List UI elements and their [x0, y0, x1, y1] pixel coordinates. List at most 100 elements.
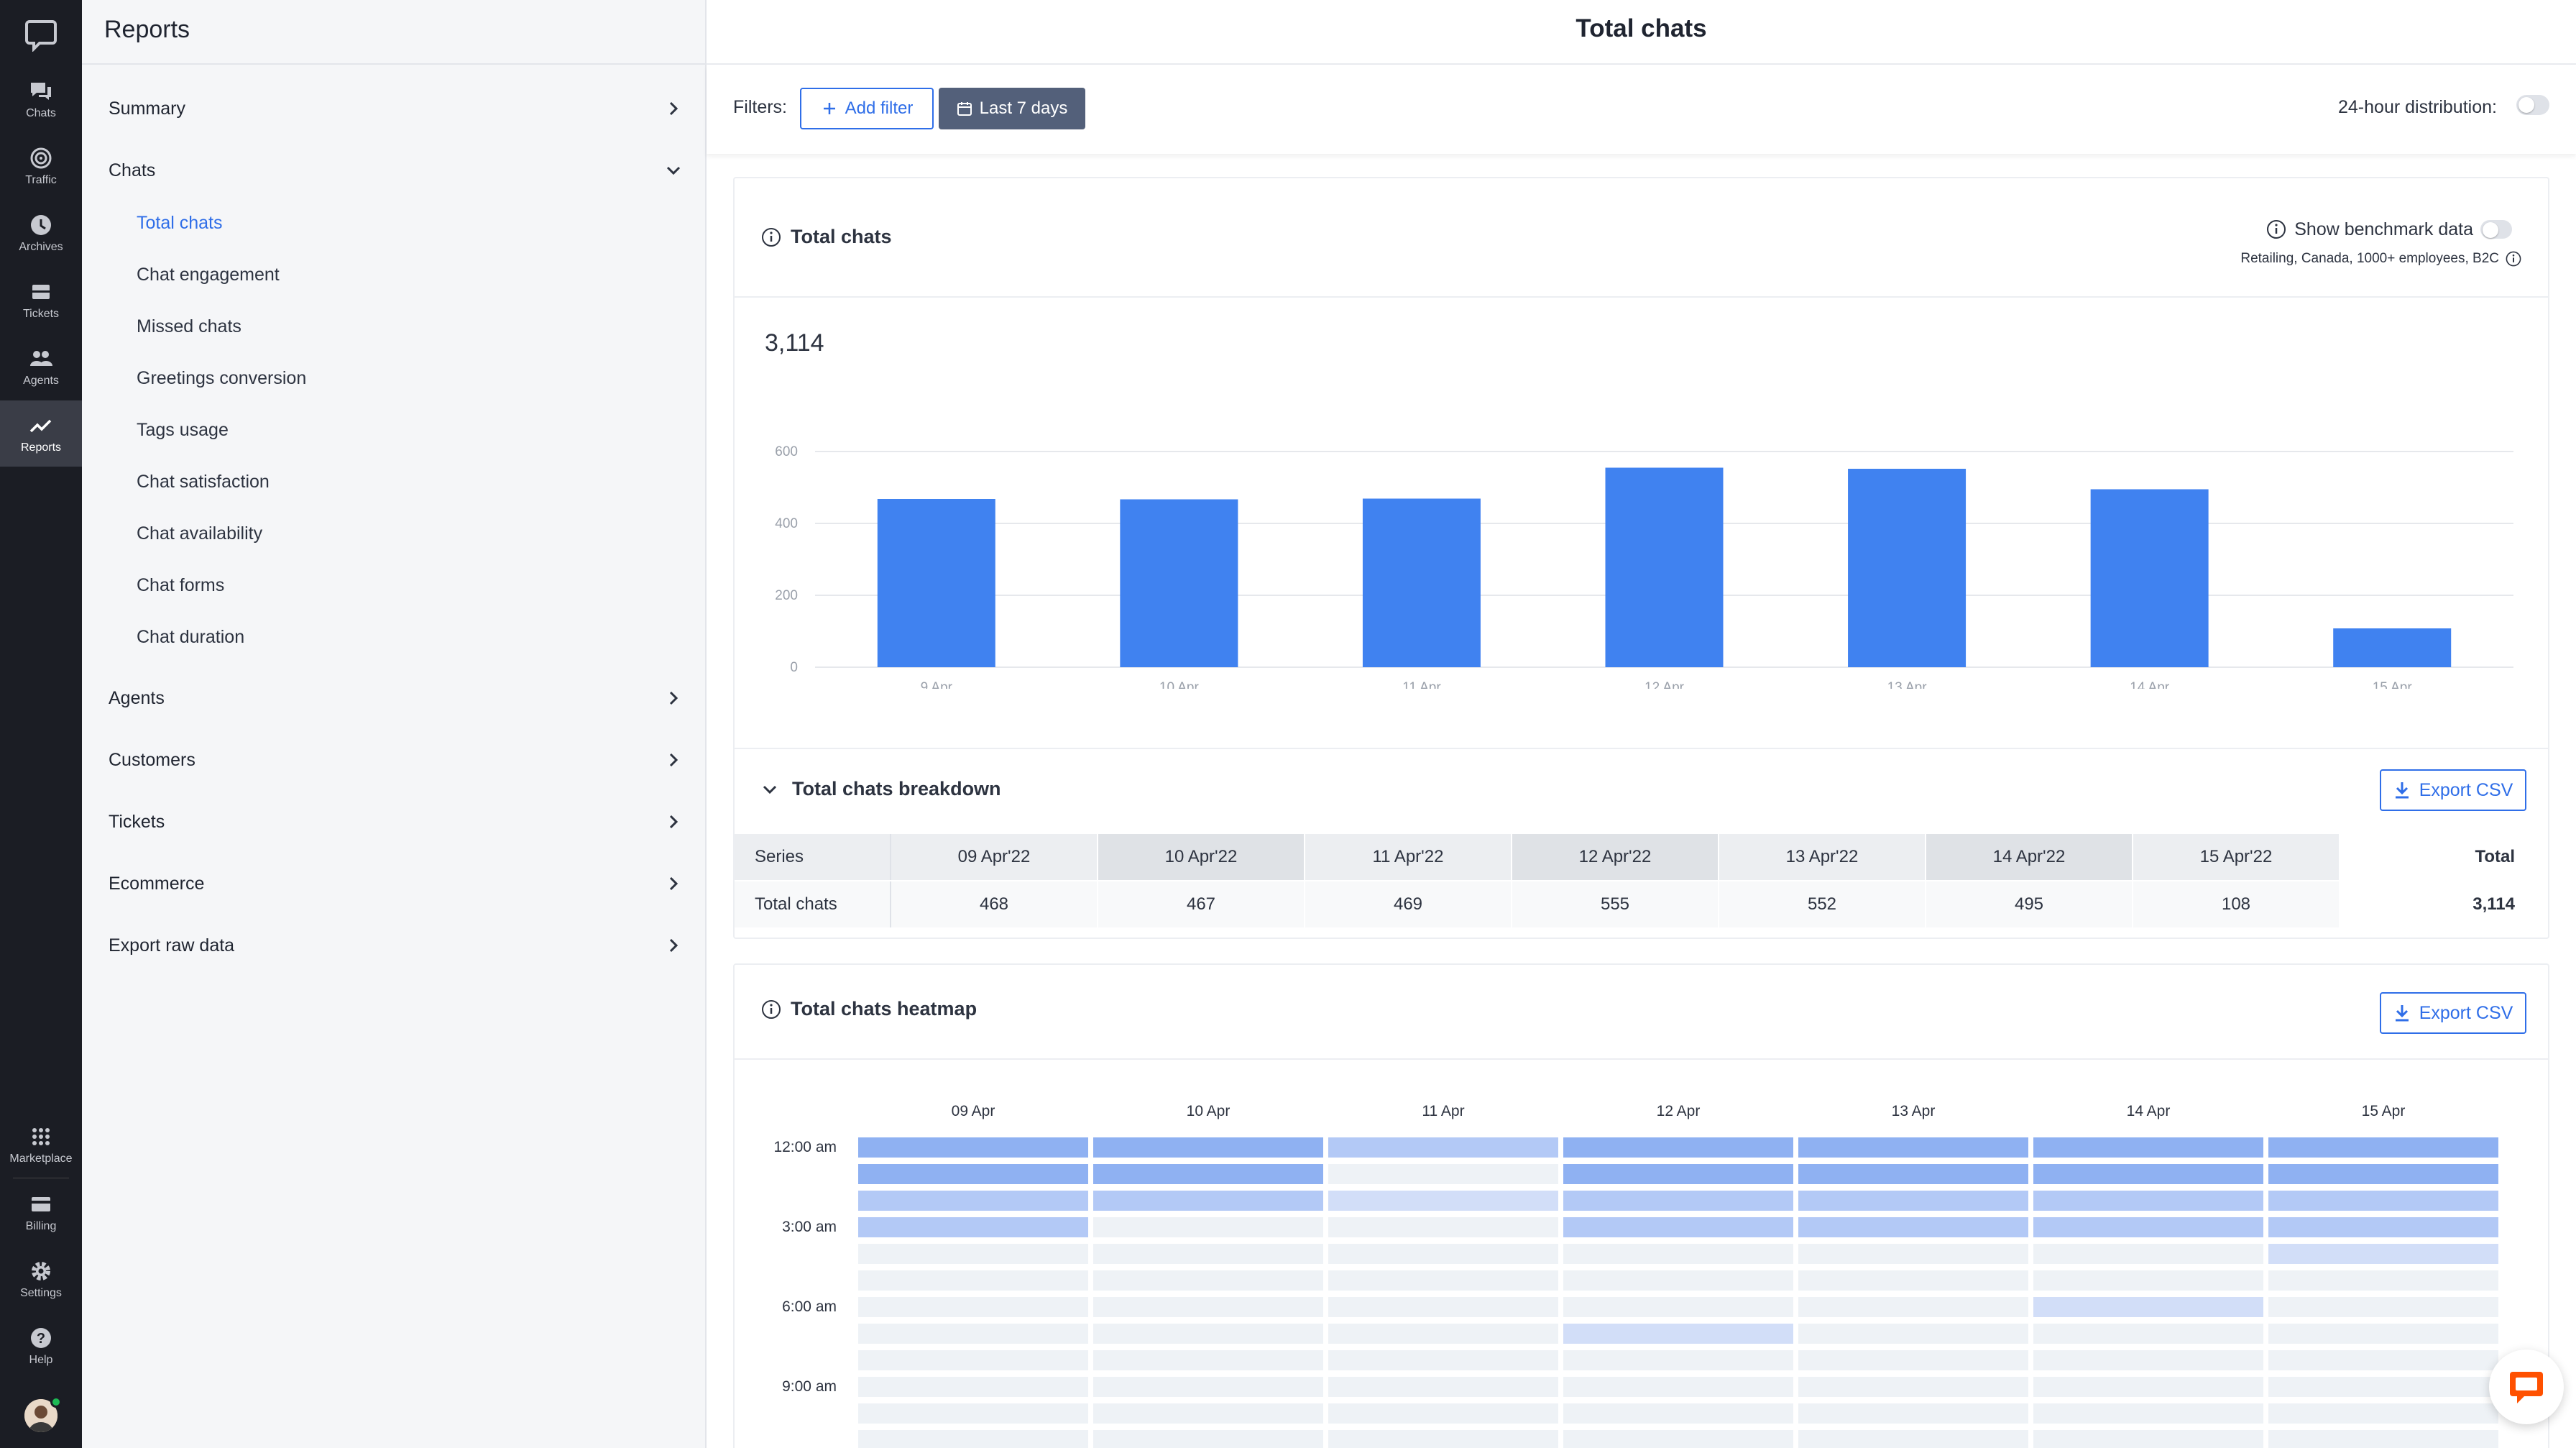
heatmap-cell[interactable] [1328, 1217, 1558, 1237]
bar[interactable] [2333, 628, 2452, 667]
heatmap-cell[interactable] [2033, 1164, 2263, 1184]
bar[interactable] [1605, 467, 1724, 668]
heatmap-cell[interactable] [858, 1164, 1088, 1184]
nav-item-tags-usage[interactable]: Tags usage [137, 420, 229, 440]
heatmap-cell[interactable] [2268, 1217, 2498, 1237]
heatmap-cell[interactable] [1798, 1377, 2028, 1397]
heatmap-cell[interactable] [858, 1350, 1088, 1370]
heatmap-cell[interactable] [1328, 1191, 1558, 1211]
export-csv-button[interactable]: Export CSV [2380, 992, 2526, 1034]
heatmap-cell[interactable] [1093, 1430, 1323, 1448]
distribution-toggle[interactable] [2516, 95, 2549, 115]
nav-group-summary[interactable]: Summary [109, 87, 684, 130]
heatmap-cell[interactable] [858, 1324, 1088, 1344]
nav-group-chats[interactable]: Chats [109, 149, 684, 192]
heatmap-cell[interactable] [2268, 1430, 2498, 1448]
nav-group-export-raw-data[interactable]: Export raw data [109, 924, 684, 967]
heatmap-cell[interactable] [1328, 1430, 1558, 1448]
heatmap-cell[interactable] [2268, 1324, 2498, 1344]
rail-item-reports[interactable]: Reports [0, 400, 82, 467]
heatmap-cell[interactable] [2033, 1270, 2263, 1291]
heatmap-cell[interactable] [1798, 1164, 2028, 1184]
heatmap-cell[interactable] [1328, 1403, 1558, 1424]
info-icon[interactable] [2505, 250, 2522, 267]
heatmap-cell[interactable] [1093, 1244, 1323, 1264]
heatmap-cell[interactable] [1798, 1324, 2028, 1344]
heatmap-cell[interactable] [858, 1297, 1088, 1317]
heatmap-cell[interactable] [1563, 1244, 1793, 1264]
info-icon[interactable] [760, 226, 782, 248]
heatmap-cell[interactable] [1563, 1217, 1793, 1237]
heatmap-cell[interactable] [1798, 1350, 2028, 1370]
heatmap-cell[interactable] [1563, 1350, 1793, 1370]
breakdown-toggle[interactable]: Total chats breakdown [760, 778, 1001, 800]
bar[interactable] [2090, 489, 2209, 668]
heatmap-cell[interactable] [2033, 1297, 2263, 1317]
rail-item-traffic[interactable]: Traffic [0, 133, 82, 199]
nav-item-chat-duration[interactable]: Chat duration [137, 627, 245, 647]
heatmap-cell[interactable] [1798, 1430, 2028, 1448]
bar[interactable] [1362, 498, 1481, 668]
heatmap-cell[interactable] [2033, 1217, 2263, 1237]
heatmap-cell[interactable] [858, 1270, 1088, 1291]
rail-item-agents[interactable]: Agents [0, 334, 82, 400]
heatmap-cell[interactable] [1093, 1324, 1323, 1344]
heatmap-cell[interactable] [858, 1403, 1088, 1424]
heatmap-cell[interactable] [858, 1191, 1088, 1211]
bar[interactable] [1120, 499, 1238, 668]
heatmap-cell[interactable] [858, 1217, 1088, 1237]
heatmap-cell[interactable] [1328, 1297, 1558, 1317]
heatmap-cell[interactable] [1563, 1137, 1793, 1158]
heatmap-cell[interactable] [2033, 1137, 2263, 1158]
heatmap-cell[interactable] [2033, 1377, 2263, 1397]
heatmap-cell[interactable] [2268, 1350, 2498, 1370]
heatmap-cell[interactable] [2033, 1430, 2263, 1448]
nav-group-tickets[interactable]: Tickets [109, 800, 684, 843]
heatmap-cell[interactable] [2268, 1244, 2498, 1264]
heatmap-cell[interactable] [1093, 1270, 1323, 1291]
heatmap-cell[interactable] [858, 1430, 1088, 1448]
nav-item-chat-forms[interactable]: Chat forms [137, 575, 225, 595]
heatmap-cell[interactable] [1798, 1297, 2028, 1317]
heatmap-cell[interactable] [1798, 1191, 2028, 1211]
heatmap-cell[interactable] [858, 1377, 1088, 1397]
heatmap-cell[interactable] [1328, 1377, 1558, 1397]
export-csv-button[interactable]: Export CSV [2380, 769, 2526, 811]
info-icon[interactable] [760, 999, 782, 1020]
heatmap-cell[interactable] [1563, 1297, 1793, 1317]
heatmap-cell[interactable] [2268, 1137, 2498, 1158]
heatmap-cell[interactable] [2268, 1270, 2498, 1291]
rail-item-help[interactable]: ? Help [0, 1313, 82, 1379]
heatmap-cell[interactable] [1798, 1137, 2028, 1158]
heatmap-cell[interactable] [1328, 1164, 1558, 1184]
nav-group-ecommerce[interactable]: Ecommerce [109, 862, 684, 905]
nav-item-chat-satisfaction[interactable]: Chat satisfaction [137, 472, 270, 492]
heatmap-cell[interactable] [1328, 1324, 1558, 1344]
rail-item-settings[interactable]: Settings [0, 1246, 82, 1312]
nav-item-total-chats[interactable]: Total chats [137, 213, 223, 233]
heatmap-cell[interactable] [2033, 1244, 2263, 1264]
heatmap-cell[interactable] [1563, 1403, 1793, 1424]
heatmap-cell[interactable] [2033, 1350, 2263, 1370]
heatmap-cell[interactable] [1093, 1191, 1323, 1211]
rail-item-tickets[interactable]: Tickets [0, 267, 82, 333]
heatmap-cell[interactable] [2268, 1377, 2498, 1397]
heatmap-cell[interactable] [2033, 1324, 2263, 1344]
bar[interactable] [877, 499, 995, 667]
nav-item-greetings-conversion[interactable]: Greetings conversion [137, 368, 307, 388]
heatmap-cell[interactable] [2033, 1191, 2263, 1211]
benchmark-toggle[interactable] [2480, 220, 2512, 239]
nav-item-missed-chats[interactable]: Missed chats [137, 316, 242, 336]
nav-group-agents[interactable]: Agents [109, 677, 684, 720]
avatar[interactable] [24, 1399, 58, 1432]
heatmap-cell[interactable] [2268, 1403, 2498, 1424]
heatmap-cell[interactable] [1798, 1217, 2028, 1237]
heatmap-cell[interactable] [2268, 1164, 2498, 1184]
rail-item-billing[interactable]: Billing [0, 1179, 82, 1245]
heatmap-cell[interactable] [1328, 1350, 1558, 1370]
rail-item-archives[interactable]: Archives [0, 200, 82, 266]
heatmap-cell[interactable] [858, 1244, 1088, 1264]
heatmap-cell[interactable] [1093, 1217, 1323, 1237]
heatmap-cell[interactable] [1798, 1403, 2028, 1424]
heatmap-cell[interactable] [1563, 1191, 1793, 1211]
